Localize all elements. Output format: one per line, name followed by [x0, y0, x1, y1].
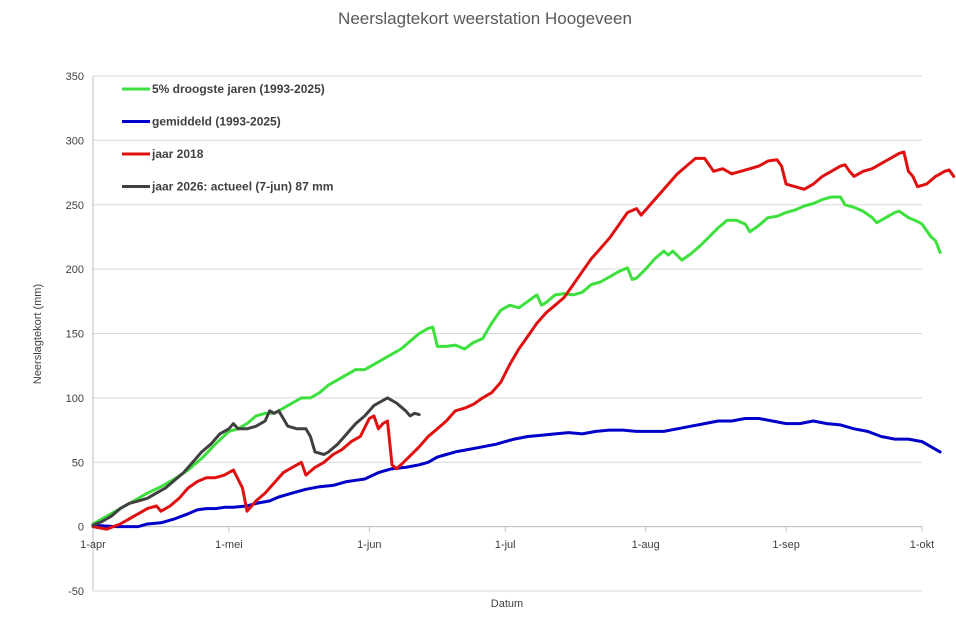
x-tick-label: 1-jul: [495, 539, 516, 551]
y-tick-label: 300: [66, 135, 84, 147]
y-axis-label: Neerslagtekort (mm): [32, 284, 44, 384]
series-line: [91, 195, 942, 526]
y-tick-label: 100: [66, 393, 84, 405]
y-tick-label: 50: [72, 457, 84, 469]
legend-label: jaar 2026: actueel (7-jun) 87 mm: [151, 180, 333, 194]
legend: 5% droogste jaren (1993-2025) gemiddeld (…: [122, 82, 333, 194]
y-tick-label: 150: [66, 329, 84, 341]
series-line: [91, 417, 942, 529]
legend-label: 5% droogste jaren (1993-2025): [152, 82, 325, 96]
x-tick-label: 1-jun: [357, 539, 381, 551]
y-tick-label: 200: [66, 264, 84, 276]
gridlines: [93, 75, 922, 592]
x-tick-label: 1-apr: [80, 539, 106, 551]
y-tick-label: 250: [66, 200, 84, 212]
chart-title: Neerslagtekort weerstation Hoogeveen: [338, 9, 632, 28]
y-tick-labels: -50 0 50 100 150 200 250 300 350: [66, 71, 84, 598]
series-lines: [91, 150, 956, 531]
x-axis-label: Datum: [491, 598, 523, 610]
series-line: [91, 396, 421, 527]
x-tick-label: 1-sep: [772, 539, 800, 551]
y-tick-label: 0: [78, 522, 84, 534]
y-tick-label: -50: [68, 586, 84, 598]
x-tick-labels: 1-apr 1-mei 1-jun 1-jul 1-aug 1-sep 1-okt: [80, 539, 934, 551]
legend-label: jaar 2018: [151, 147, 204, 161]
y-tick-label: 350: [66, 71, 84, 83]
legend-label: gemiddeld (1993-2025): [152, 115, 281, 129]
x-tick-label: 1-okt: [910, 539, 934, 551]
x-tick-label: 1-mei: [215, 539, 243, 551]
x-tick-label: 1-aug: [632, 539, 660, 551]
series-line: [91, 150, 956, 531]
